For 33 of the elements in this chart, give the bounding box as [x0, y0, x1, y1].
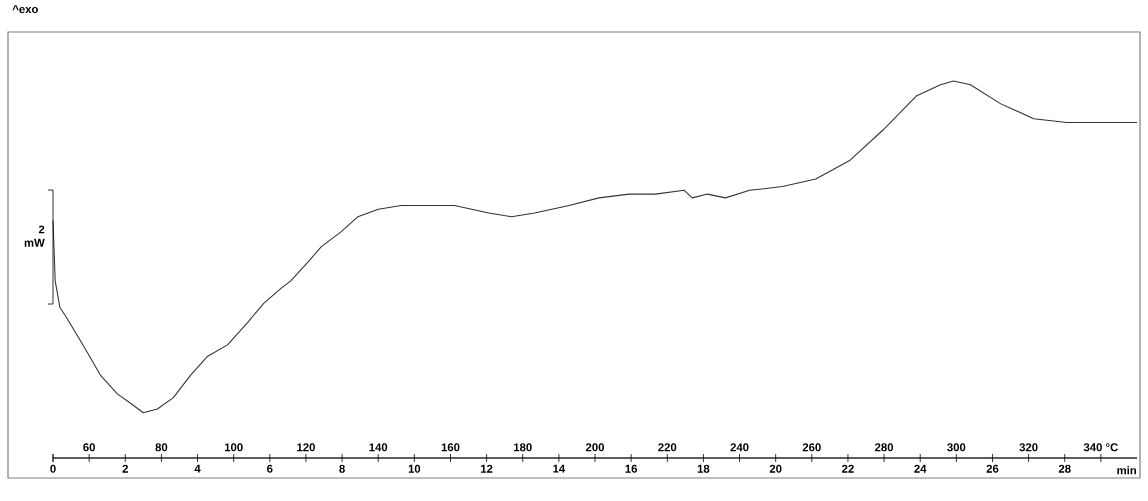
x-tick-label: 12: [481, 464, 493, 473]
x-tick-label: 22: [842, 464, 854, 473]
x2-tick-label: 80: [155, 443, 168, 452]
x2-tick-label: 160: [441, 443, 460, 452]
x-tick-label: 16: [625, 464, 638, 473]
x-tick-label: 2: [122, 464, 128, 473]
x-tick-label: 4: [194, 464, 201, 473]
x-tick-label: 18: [697, 464, 710, 473]
x2-tick-label: 320: [1019, 443, 1038, 452]
x2-tick-label: 300: [947, 443, 966, 452]
x-axis-title: min: [1117, 466, 1137, 475]
x2-tick-label: 240: [730, 443, 749, 452]
x-tick-label: 10: [408, 464, 421, 473]
x-tick-label: 0: [50, 464, 56, 473]
x2-tick-label: 100: [224, 443, 243, 452]
x-tick-label: 26: [986, 464, 999, 473]
text: ^exo: [12, 5, 38, 14]
x2-tick-label: 340 °C: [1083, 443, 1118, 452]
x2-tick-label: 60: [83, 443, 95, 452]
x-tick-label: 28: [1058, 464, 1071, 473]
x2-tick-label: 260: [802, 443, 821, 452]
x2-tick-label: 280: [875, 443, 894, 452]
x2-tick-label: 120: [297, 443, 315, 452]
x2-tick-label: 140: [369, 443, 388, 452]
x-tick-label: 20: [769, 464, 782, 473]
x2-tick-label: 180: [514, 443, 532, 452]
x-tick-label: 6: [267, 464, 273, 473]
x-tick-label: 8: [339, 464, 345, 473]
x2-tick-label: 200: [585, 443, 604, 452]
text: 2 mW: [24, 225, 45, 247]
x-tick-label: 14: [553, 464, 566, 473]
x-tick-label: 24: [914, 464, 927, 473]
x2-tick-label: 220: [658, 443, 677, 452]
